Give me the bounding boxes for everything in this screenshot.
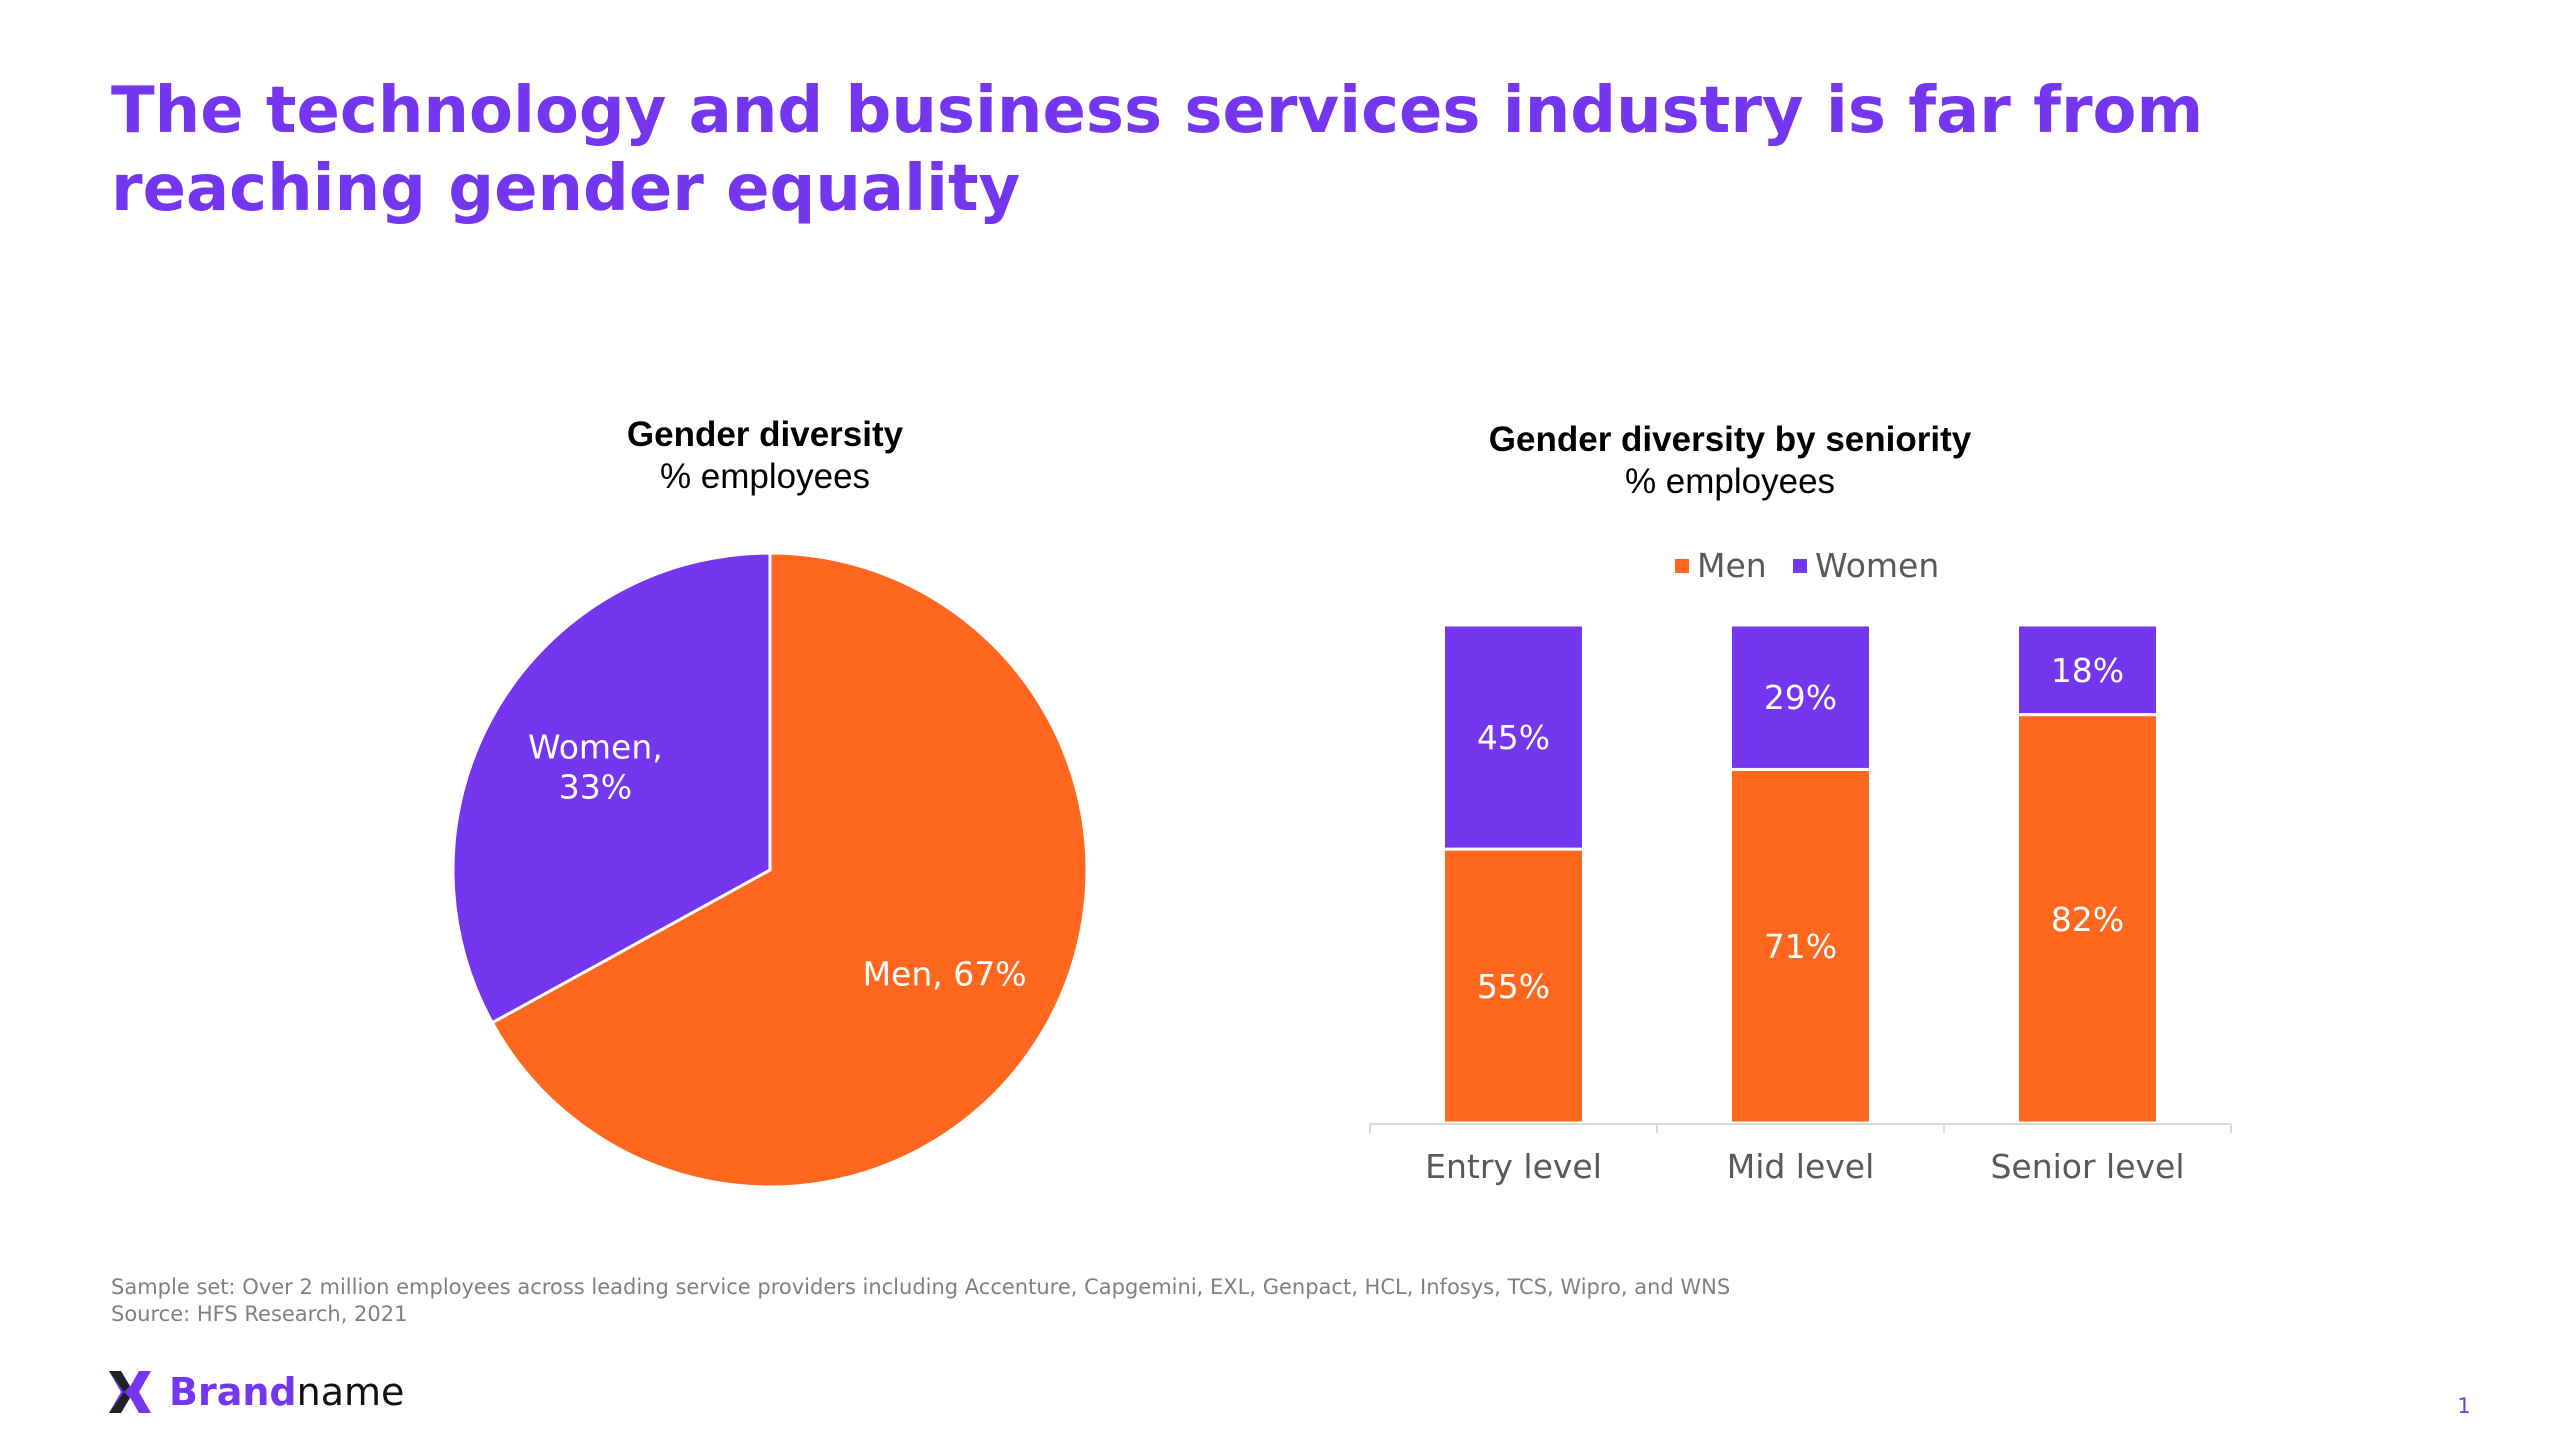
pie-chart-subtitle: % employees xyxy=(659,457,871,496)
bar-women-senior-level xyxy=(2016,623,2159,717)
x-tick-label: Senior level xyxy=(1990,1147,2184,1186)
legend-swatch-women xyxy=(1793,559,1807,573)
brand-logo-icon xyxy=(109,1371,151,1413)
legend-swatch-men xyxy=(1675,559,1689,573)
pie-data-label-women: Women, xyxy=(528,728,663,767)
data-label-men-senior-level: 82% xyxy=(2051,900,2124,939)
pie-chart: Men, 67% Women,33% xyxy=(451,551,1089,1189)
pie-data-label-women: 33% xyxy=(559,768,632,807)
brand-name-rest: name xyxy=(296,1370,405,1414)
legend-label-women: Women xyxy=(1815,546,1939,585)
sample-footnote: Sample set: Over 2 million employees acr… xyxy=(111,1275,1731,1299)
bar-women-mid-level xyxy=(1729,623,1872,771)
bar-women-entry-level xyxy=(1442,623,1585,851)
bar-chart-title: Gender diversity by seniority xyxy=(1488,420,1972,459)
pie-chart-heading: Gender diversity % employees xyxy=(465,414,1065,498)
bar-chart-subtitle: % employees xyxy=(1624,462,1836,501)
data-label-women-entry-level: 45% xyxy=(1477,718,1550,757)
brand-name-strong: Brand xyxy=(169,1370,297,1414)
bar-chart-heading: Gender diversity by seniority % employee… xyxy=(1430,419,2030,503)
data-label-women-mid-level: 29% xyxy=(1764,678,1837,717)
pie-chart-title: Gender diversity xyxy=(626,415,904,454)
data-label-women-senior-level: 18% xyxy=(2051,651,2124,690)
data-label-men-entry-level: 55% xyxy=(1477,967,1550,1006)
bar-men-entry-level xyxy=(1442,847,1585,1125)
pie-slice-women xyxy=(451,551,772,1025)
data-label-men-mid-level: 71% xyxy=(1764,927,1837,966)
stacked-bar-chart: Men Women 55% 45% 71% 29% 82% 18% Entry level Mid… xyxy=(1369,546,2232,1186)
pie-data-label-men: Men, 67% xyxy=(863,954,1027,993)
source-footnote: Source: HFS Research, 2021 xyxy=(111,1302,408,1326)
pie-slice-men xyxy=(490,551,1089,1189)
page-title: The technology and business services ind… xyxy=(111,74,2204,226)
page-number: 1 xyxy=(2457,1394,2471,1418)
chart-legend: Men Women xyxy=(1675,546,1939,585)
x-tick-label: Mid level xyxy=(1727,1147,1875,1186)
brand-logo: Brandname xyxy=(107,1368,404,1416)
brand-name: Brandname xyxy=(169,1368,404,1416)
x-tick-label: Entry level xyxy=(1425,1147,1602,1186)
legend-label-men: Men xyxy=(1697,546,1767,585)
